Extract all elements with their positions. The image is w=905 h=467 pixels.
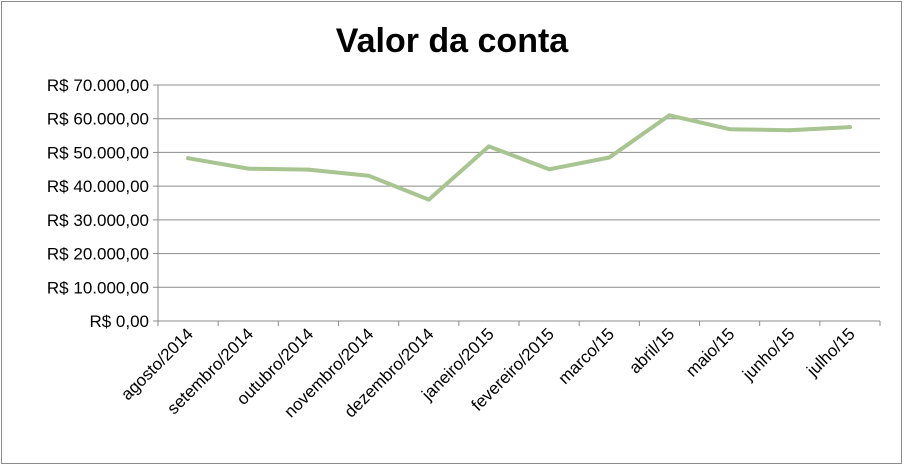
data-point xyxy=(547,167,552,172)
series-layer xyxy=(186,113,852,202)
gridlines xyxy=(158,84,880,288)
y-tick-label: R$ 50.000,00 xyxy=(47,143,149,162)
series-line xyxy=(186,113,852,202)
y-tick-label: R$ 0,00 xyxy=(89,312,149,331)
data-point xyxy=(246,166,251,171)
x-tick-label: abril/15 xyxy=(625,324,678,377)
y-tick-label: R$ 10.000,00 xyxy=(47,278,149,297)
y-tick-label: R$ 70.000,00 xyxy=(47,76,149,95)
x-tick-label: maio/15 xyxy=(682,324,738,380)
data-point xyxy=(426,197,431,202)
y-tick-label: R$ 60.000,00 xyxy=(47,110,149,129)
x-tick-label: julho/15 xyxy=(802,324,858,380)
data-point xyxy=(366,173,371,178)
x-tick-label: junho/15 xyxy=(738,324,798,384)
data-point xyxy=(486,144,491,149)
x-tick-label: marco/15 xyxy=(555,324,619,388)
y-tick-label: R$ 40.000,00 xyxy=(47,177,149,196)
data-point xyxy=(787,128,792,133)
y-tick-label: R$ 20.000,00 xyxy=(47,245,149,264)
data-point xyxy=(727,127,732,132)
y-axis-ticks: R$ 0,00 R$ 10.000,00 R$ 20.000,00 R$ 30.000… xyxy=(47,76,158,331)
data-point xyxy=(847,125,852,130)
data-point xyxy=(607,155,612,160)
chart-title: Valor da conta xyxy=(336,22,569,60)
y-tick-label: R$ 30.000,00 xyxy=(47,211,149,230)
data-point xyxy=(306,167,311,172)
data-point xyxy=(186,156,191,161)
data-point xyxy=(667,113,672,118)
